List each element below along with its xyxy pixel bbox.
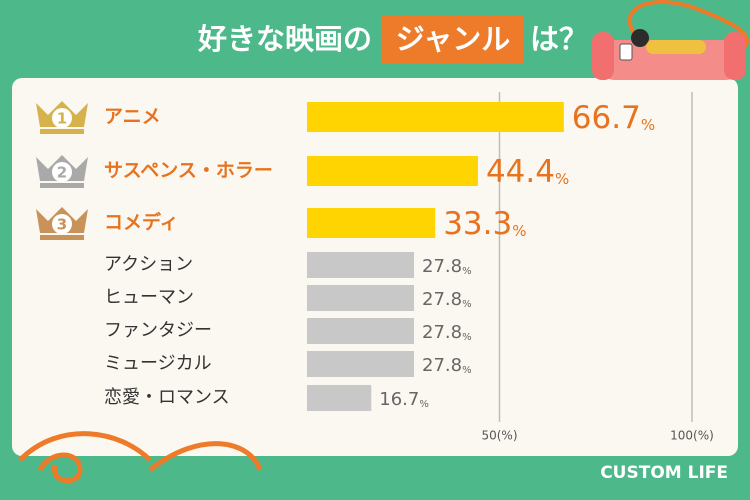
bar bbox=[307, 208, 436, 238]
value-label: 27.8% bbox=[422, 322, 472, 343]
bar bbox=[307, 156, 478, 186]
x-tick-label: 100(%) bbox=[670, 429, 714, 443]
value-label: 27.8% bbox=[422, 256, 472, 277]
rank-crown: 3 bbox=[36, 207, 88, 240]
title: は？ bbox=[530, 22, 588, 56]
bar bbox=[307, 351, 415, 377]
crown-base bbox=[40, 129, 84, 134]
bar bbox=[307, 102, 564, 132]
crown-base bbox=[40, 235, 84, 240]
rank-crown: 2 bbox=[36, 155, 88, 188]
crown-base bbox=[40, 183, 84, 188]
value-label: 16.7% bbox=[379, 389, 429, 410]
decoration bbox=[627, 0, 749, 62]
title-highlight-text: ジャンル bbox=[396, 22, 511, 56]
category-label: アニメ bbox=[104, 106, 161, 128]
title-highlight bbox=[382, 16, 524, 64]
crown-badge bbox=[52, 214, 72, 234]
category-label: ヒューマン bbox=[104, 287, 194, 308]
value-label: 44.4% bbox=[486, 154, 569, 190]
value-label: 66.7% bbox=[572, 100, 655, 136]
category-label: アクション bbox=[104, 254, 193, 275]
category-label: コメディ bbox=[104, 211, 179, 234]
decoration bbox=[18, 431, 263, 484]
rank-number: 1 bbox=[57, 110, 67, 128]
rank-number: 3 bbox=[57, 216, 67, 234]
title: 好きな映画の bbox=[197, 22, 372, 56]
crown-badge bbox=[52, 162, 72, 182]
value-label: 27.8% bbox=[422, 355, 472, 376]
rank-crown: 1 bbox=[36, 101, 88, 134]
value-label: 33.3% bbox=[443, 206, 526, 242]
category-label: ミュージカル bbox=[104, 353, 212, 374]
bar bbox=[307, 252, 415, 278]
category-label: サスペンス・ホラー bbox=[104, 160, 273, 182]
category-label: ファンタジー bbox=[104, 320, 212, 341]
bar bbox=[307, 285, 415, 311]
sofa-illustration bbox=[592, 29, 746, 80]
brand: CUSTOM LIFE bbox=[600, 463, 728, 483]
bar bbox=[307, 385, 372, 411]
value-label: 27.8% bbox=[422, 289, 472, 310]
rank-number: 2 bbox=[57, 164, 67, 182]
x-tick-label: 50(%) bbox=[481, 429, 517, 443]
bar bbox=[307, 318, 415, 344]
category-label: 恋愛・ロマンス bbox=[104, 386, 230, 408]
crown-badge bbox=[52, 108, 72, 128]
